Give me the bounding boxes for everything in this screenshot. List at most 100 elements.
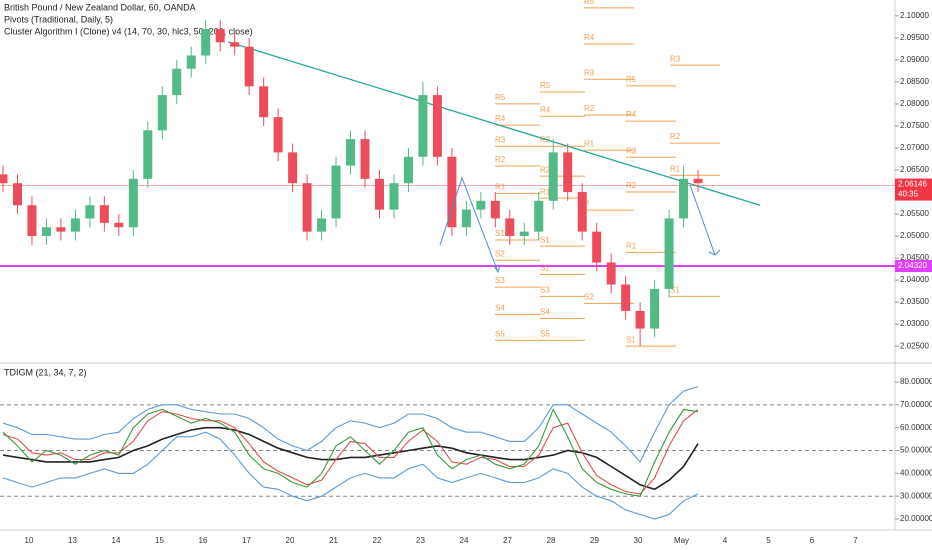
candle-body — [85, 205, 95, 219]
pivot-label: S5 — [495, 330, 505, 339]
indicator-line — [2, 408, 699, 495]
candle-body — [259, 86, 269, 118]
candle-body — [317, 218, 327, 232]
current-price-label: 2.06146 — [898, 180, 927, 189]
x-tick-label: 17 — [242, 536, 251, 545]
candle-body — [476, 200, 486, 210]
indicator-line — [2, 386, 699, 463]
y-tick-label: 2.06500 — [900, 165, 929, 174]
pivot-label: R1 — [626, 241, 637, 250]
candle-body — [432, 95, 442, 157]
countdown-label: 40:35 — [898, 190, 919, 199]
x-tick-label: 4 — [723, 536, 728, 545]
y-tick-label: 2.08000 — [900, 99, 929, 108]
candle-body — [418, 95, 428, 157]
candle-body — [650, 288, 660, 329]
level-badge — [895, 259, 932, 272]
pivot-label: R1 — [540, 187, 551, 196]
pivot-label: S1 — [626, 335, 636, 344]
drawing-arrows — [439, 176, 721, 274]
candle-body — [56, 227, 66, 232]
y-tick-label: 2.04500 — [900, 253, 929, 262]
candle-body — [331, 165, 341, 219]
pivot-label: R4 — [584, 33, 595, 42]
candle-body — [679, 178, 689, 219]
indicator-line — [2, 408, 699, 497]
candle-body — [201, 29, 211, 56]
pivot-label: S3 — [540, 285, 550, 294]
x-tick-label: 21 — [329, 536, 338, 545]
pivot-label: S2 — [584, 293, 594, 302]
pivot-label: S2 — [495, 249, 505, 258]
pivot-label: R1 — [584, 139, 595, 148]
pivot-label: R5 — [584, 0, 595, 6]
pivot-label: S1 — [670, 285, 680, 294]
pivot-label: R3 — [670, 54, 681, 63]
y-tick-label: 2.09500 — [900, 33, 929, 42]
x-tick-label: 14 — [112, 536, 121, 545]
candle-body — [563, 152, 573, 193]
pivot-label: R5 — [495, 93, 506, 102]
indicator-label: Cluster Algorithm I (Clone) v4 (14, 70, … — [4, 26, 253, 36]
x-tick-label: 15 — [155, 536, 164, 545]
candle-body — [635, 310, 645, 329]
candle-body — [244, 46, 254, 87]
x-tick-label: 16 — [199, 536, 208, 545]
pivot-label: S5 — [540, 330, 550, 339]
y-tick-label: 2.08500 — [900, 77, 929, 86]
pivot-label: R4 — [626, 110, 637, 119]
pivot-label: S2 — [540, 263, 550, 272]
candle-body — [302, 183, 312, 232]
candle-body — [143, 130, 153, 179]
candle-body — [548, 152, 558, 201]
y-tick-label: 20.000000 — [900, 514, 932, 523]
x-tick-label: 23 — [416, 536, 425, 545]
candle-body — [461, 209, 471, 228]
y-tick-label: 70.000000 — [900, 400, 932, 409]
y-tick-label: 2.03500 — [900, 297, 929, 306]
arrow-path — [439, 176, 499, 273]
arrow-path — [689, 184, 716, 256]
candle-body — [389, 183, 399, 210]
candle-body — [621, 284, 631, 311]
y-tick-label: 2.07500 — [900, 121, 929, 130]
x-tick-label: 22 — [373, 536, 382, 545]
indicator-line — [2, 431, 699, 520]
candle-body — [490, 200, 500, 219]
candle-body — [346, 139, 356, 166]
y-tick-label: 2.10000 — [900, 11, 929, 20]
candle-body — [288, 152, 298, 184]
arrow-head — [708, 249, 721, 256]
pivot-label: R2 — [495, 155, 506, 164]
pivot-label: S1 — [495, 229, 505, 238]
candle-body — [0, 174, 8, 184]
candle-body — [534, 200, 544, 232]
candle-body — [447, 156, 457, 228]
candle-body — [664, 218, 674, 289]
candle-body — [519, 231, 529, 237]
pivot-label: R3 — [626, 146, 637, 155]
x-tick-label: 29 — [590, 536, 599, 545]
candle-body — [403, 156, 413, 184]
candle-body — [592, 231, 602, 263]
pivot-label: R5 — [540, 81, 551, 90]
x-tick-label: May — [674, 536, 689, 545]
y-tick-label: 40.000000 — [900, 468, 932, 477]
y-tick-label: 2.09000 — [900, 55, 929, 64]
x-tick-label: 24 — [460, 536, 469, 545]
indicator-label: Pivots (Traditional, Daily, 5) — [4, 14, 113, 24]
candle-body — [186, 55, 196, 69]
x-tick-label: 30 — [634, 536, 643, 545]
pivot-label: R3 — [495, 135, 506, 144]
pivot-label: R2 — [670, 132, 681, 141]
candle-body — [12, 183, 22, 206]
candle-body — [172, 68, 182, 96]
candle-body — [505, 218, 515, 237]
x-tick-label: 20 — [286, 536, 295, 545]
pivot-label: R3 — [584, 68, 595, 77]
candle-body — [273, 117, 283, 153]
candle-body — [157, 95, 167, 131]
pivot-label: R1 — [495, 182, 506, 191]
